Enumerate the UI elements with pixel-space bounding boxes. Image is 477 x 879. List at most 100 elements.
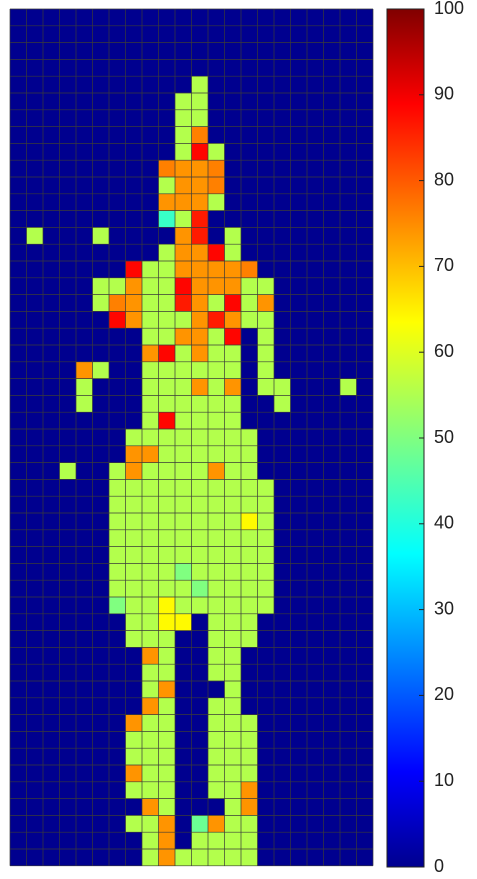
heatmap-cell [224, 311, 241, 329]
heatmap-cell [158, 731, 175, 749]
heatmap-cell [224, 412, 241, 429]
heatmap-cell [208, 781, 225, 799]
heatmap-cell [125, 277, 142, 295]
heatmap-cell [241, 513, 258, 530]
heatmap-cell [191, 849, 208, 866]
heatmap-cell [208, 160, 225, 177]
heatmap-cell [142, 479, 159, 497]
heatmap-cell [208, 597, 225, 614]
heatmap-cell [175, 261, 192, 278]
heatmap-cell [224, 781, 241, 799]
heatmap-cell [158, 832, 175, 849]
heatmap-cell [191, 563, 208, 581]
heatmap-cell [175, 345, 192, 362]
heatmap-cell [208, 630, 225, 648]
heatmap-cell [142, 412, 159, 429]
heatmap-cell [191, 412, 208, 429]
heatmap-cell [142, 395, 159, 413]
colorbar-tick-label: 90 [434, 84, 454, 104]
heatmap-cell [241, 529, 258, 547]
heatmap-cell [191, 479, 208, 497]
heatmap-cell [158, 849, 175, 866]
heatmap-cell [142, 630, 159, 648]
heatmap-cell [92, 294, 109, 312]
heatmap-cell [208, 647, 225, 665]
heatmap-cell [208, 294, 225, 312]
heatmap-cell [191, 76, 208, 93]
heatmap-cell [224, 597, 241, 614]
heatmap-cell [224, 697, 241, 715]
heatmap-cell [274, 395, 291, 413]
heatmap-cell [257, 580, 274, 597]
heatmap-cell [208, 177, 225, 194]
colorbar-tick-label: 70 [434, 255, 454, 275]
heatmap-cell [224, 361, 241, 379]
heatmap-cell [158, 748, 175, 765]
heatmap-cell [241, 479, 258, 497]
heatmap-cell [142, 664, 159, 681]
heatmap-cell [191, 177, 208, 194]
heatmap-cell [241, 832, 258, 849]
heatmap-cell [224, 765, 241, 782]
heatmap-cell [224, 513, 241, 530]
heatmap-cell [191, 227, 208, 245]
heatmap-cell [142, 328, 159, 345]
heatmap-cell [241, 815, 258, 833]
heatmap-cell [125, 311, 142, 329]
heatmap-cell [191, 445, 208, 463]
heatmap-cell [142, 311, 159, 329]
colorbar: 0 10 20 30 40 50 60 70 80 90 100 [386, 0, 464, 876]
heatmap-cell [208, 765, 225, 782]
heatmap-cell [142, 294, 159, 312]
heatmap-cell [274, 378, 291, 396]
heatmap-cell [241, 563, 258, 581]
heatmap-cell [208, 277, 225, 295]
heatmap-cell [158, 563, 175, 581]
heatmap-cell [175, 529, 192, 547]
heatmap-cell [224, 429, 241, 446]
heatmap-cell [142, 647, 159, 665]
heatmap-cell [158, 697, 175, 715]
heatmap-cell [175, 597, 192, 614]
heatmap-cell [76, 378, 93, 396]
heatmap-cell [175, 227, 192, 245]
heatmap-cell [175, 412, 192, 429]
heatmap-cell [158, 479, 175, 497]
heatmap-cell [142, 613, 159, 631]
heatmap-cell [224, 748, 241, 765]
heatmap-cell [191, 395, 208, 413]
heatmap-cell [175, 361, 192, 379]
heatmap-cell [125, 731, 142, 749]
heatmap-cell [241, 277, 258, 295]
heatmap-cell [224, 328, 241, 345]
heatmap-cell [125, 479, 142, 497]
heatmap-cell [191, 429, 208, 446]
heatmap-cell [241, 849, 258, 866]
heatmap-cell [208, 731, 225, 749]
heatmap-cell [208, 513, 225, 530]
heatmap-cell [142, 496, 159, 513]
heatmap-cell [158, 815, 175, 833]
heatmap-cell [241, 597, 258, 614]
heatmap-cell [224, 479, 241, 497]
heatmap-cell [224, 294, 241, 312]
heatmap-cell [191, 361, 208, 379]
heatmap-cell [125, 294, 142, 312]
heatmap-cell [340, 378, 357, 396]
heatmap-cell [158, 529, 175, 547]
heatmap-cell [175, 462, 192, 480]
heatmap-cell [142, 748, 159, 765]
heatmap-cell [175, 613, 192, 631]
heatmap-cell [208, 311, 225, 329]
heatmap-cell [241, 630, 258, 648]
heatmap-cell [125, 261, 142, 278]
heatmap-cell [191, 311, 208, 329]
heatmap-cell [158, 647, 175, 665]
heatmap-cell [257, 345, 274, 362]
heatmap-cell [241, 781, 258, 799]
colorbar-tick-label: 30 [434, 598, 454, 618]
heatmap-cell [142, 345, 159, 362]
heatmap-cell [158, 496, 175, 513]
heatmap-cell [175, 429, 192, 446]
colorbar-tick-label: 20 [434, 684, 454, 704]
